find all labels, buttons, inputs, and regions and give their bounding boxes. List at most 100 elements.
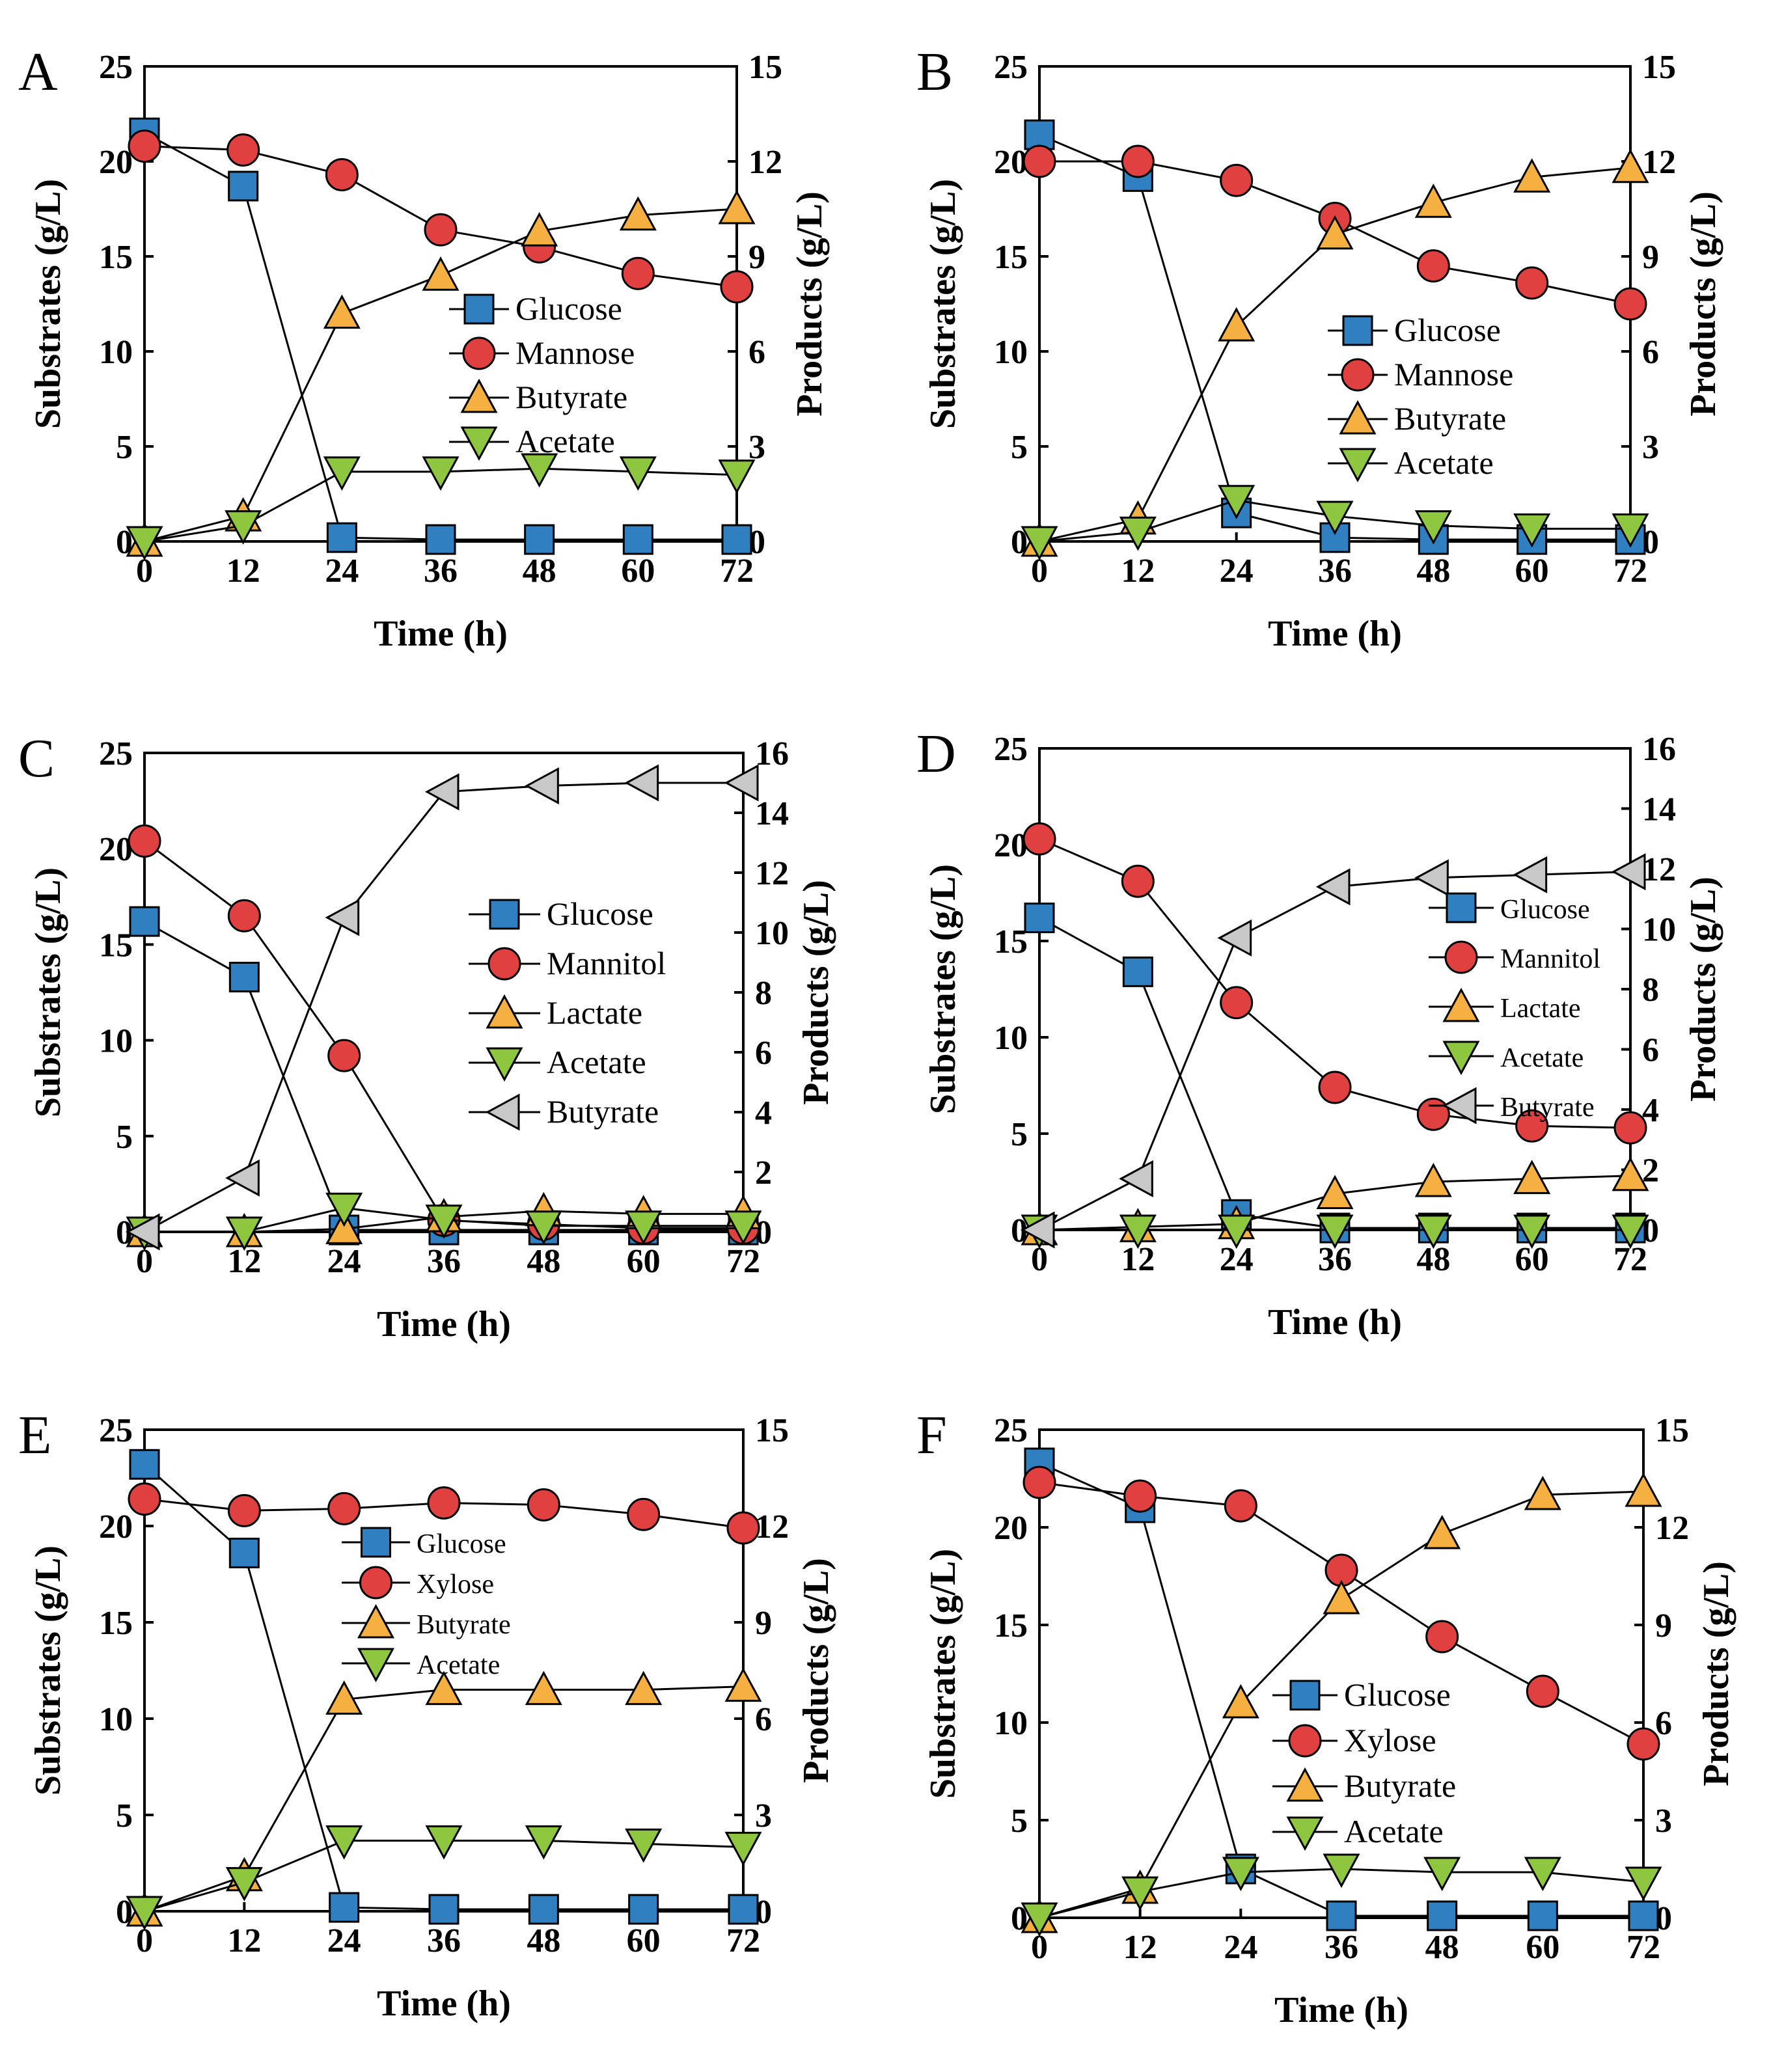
legend: Glucose Xylose Butyrate Acetate bbox=[1272, 1676, 1456, 1851]
triangle-down-marker-icon bbox=[225, 1867, 263, 1902]
circle-marker-icon bbox=[227, 899, 261, 933]
y2-tick-label: 9 bbox=[1642, 239, 1659, 276]
legend-label: Glucose bbox=[417, 1529, 506, 1559]
series-acetate bbox=[1021, 485, 1649, 561]
x-tick-label: 60 bbox=[1526, 1929, 1559, 1966]
x-tick-label: 48 bbox=[527, 1243, 560, 1280]
y-tick-label: 25 bbox=[99, 735, 133, 772]
y2-tick-label: 9 bbox=[1655, 1607, 1672, 1644]
y2-tick-label: 8 bbox=[1642, 972, 1659, 1009]
circle-marker-icon bbox=[325, 157, 359, 191]
y-tick-label: 5 bbox=[1011, 1116, 1028, 1153]
y2-axis-label: Products (g/L) bbox=[1696, 1561, 1736, 1786]
y-tick-label: 25 bbox=[994, 49, 1028, 86]
x-tick-label: 24 bbox=[327, 1243, 361, 1280]
triangle-down-marker-icon bbox=[525, 1825, 562, 1860]
square-marker-icon bbox=[463, 293, 495, 325]
triangle-down-marker-icon bbox=[1625, 1866, 1662, 1902]
triangle-left-marker-icon bbox=[485, 1093, 520, 1131]
y-tick-label: 10 bbox=[994, 1705, 1028, 1742]
legend: Glucose Mannose Butyrate Acetate bbox=[1328, 312, 1513, 483]
y2-tick-label: 16 bbox=[755, 735, 789, 772]
legend-label: Mannose bbox=[1394, 356, 1513, 392]
circle-marker-icon bbox=[1318, 1070, 1352, 1104]
square-marker-icon bbox=[228, 1537, 260, 1568]
legend-item-butyrate: Butyrate bbox=[1429, 1087, 1595, 1125]
legend-item-acetate: Acetate bbox=[342, 1648, 500, 1683]
circle-marker-icon bbox=[1123, 1479, 1157, 1513]
x-tick-label: 60 bbox=[627, 1922, 661, 1959]
series-butyrate bbox=[1020, 853, 1646, 1249]
triangle-down-marker-icon bbox=[525, 1210, 562, 1245]
y-tick-label: 25 bbox=[99, 1412, 133, 1449]
triangle-down-marker-icon bbox=[1513, 513, 1551, 548]
y-axis-label: Substrates (g/L) bbox=[28, 179, 68, 429]
triangle-left-marker-icon bbox=[1414, 859, 1449, 897]
circle-marker-icon bbox=[1220, 986, 1254, 1020]
y-tick-label: 25 bbox=[99, 49, 133, 86]
legend-label: Glucose bbox=[1394, 312, 1501, 348]
triangle-up-marker-icon bbox=[1625, 1472, 1662, 1507]
circle-marker-icon bbox=[427, 1486, 461, 1520]
legend-label: Glucose bbox=[515, 290, 622, 327]
legend-item-mannose: Mannose bbox=[1328, 356, 1513, 392]
triangle-down-marker-icon bbox=[1414, 1214, 1452, 1249]
y2-tick-label: 10 bbox=[1642, 912, 1676, 949]
square-marker-icon bbox=[129, 1449, 160, 1480]
circle-marker-icon bbox=[462, 336, 496, 370]
x-tick-label: 36 bbox=[1318, 552, 1352, 590]
square-marker-icon bbox=[361, 1527, 391, 1558]
y2-tick-label: 2 bbox=[755, 1154, 772, 1192]
y-tick-label: 20 bbox=[99, 1508, 133, 1546]
triangle-left-marker-icon bbox=[624, 764, 659, 802]
circle-marker-icon bbox=[1121, 864, 1155, 898]
y2-tick-label: 6 bbox=[755, 1701, 772, 1738]
y2-tick-label: 15 bbox=[1655, 1412, 1689, 1449]
triangle-down-marker-icon bbox=[126, 526, 163, 561]
triangle-down-marker-icon bbox=[1218, 485, 1256, 519]
circle-marker-icon bbox=[327, 1492, 361, 1525]
x-tick-label: 36 bbox=[424, 552, 458, 590]
y2-tick-label: 14 bbox=[1642, 791, 1676, 828]
legend-label: Acetate bbox=[1344, 1813, 1444, 1849]
y2-axis-label: Products (g/L) bbox=[1683, 877, 1723, 1102]
legend-label: Butyrate bbox=[1394, 400, 1506, 437]
legend-item-glucose: Glucose bbox=[449, 290, 622, 327]
circle-marker-icon bbox=[627, 1497, 661, 1531]
y2-tick-label: 4 bbox=[755, 1095, 772, 1132]
series-butyrate bbox=[126, 1667, 762, 1927]
series-acetate bbox=[126, 1825, 762, 1931]
square-marker-icon bbox=[329, 1892, 360, 1923]
circle-marker-icon bbox=[1121, 144, 1155, 178]
triangle-down-marker-icon bbox=[1339, 448, 1377, 483]
legend: Glucose Mannitol Lactate Acetate Butyrate bbox=[1429, 892, 1600, 1125]
legend-item-acetate: Acetate bbox=[1272, 1813, 1444, 1851]
circle-marker-icon bbox=[1613, 1111, 1647, 1145]
y-tick-label: 10 bbox=[99, 334, 133, 371]
y2-tick-label: 6 bbox=[1642, 334, 1659, 371]
series-glucose bbox=[1024, 119, 1646, 555]
triangle-down-marker-icon bbox=[425, 1825, 463, 1860]
triangle-left-marker-icon bbox=[1315, 868, 1351, 906]
circle-marker-icon bbox=[1288, 1724, 1322, 1758]
legend-item-glucose: Glucose bbox=[1328, 312, 1501, 348]
triangle-down-marker-icon bbox=[1316, 1214, 1354, 1249]
triangle-left-marker-icon bbox=[424, 773, 460, 811]
triangle-down-marker-icon bbox=[1612, 1214, 1649, 1249]
x-tick-label: 48 bbox=[1416, 552, 1450, 590]
legend-item-mannitol: Mannitol bbox=[469, 945, 666, 981]
circle-marker-icon bbox=[1444, 940, 1478, 974]
y2-tick-label: 12 bbox=[1655, 1510, 1689, 1547]
x-axis-label: Time (h) bbox=[377, 1304, 511, 1344]
legend: Glucose Xylose Butyrate Acetate bbox=[342, 1527, 511, 1683]
legend: Glucose Mannitol Lactate Acetate Butyrate bbox=[469, 895, 666, 1131]
circle-marker-icon bbox=[1526, 1674, 1559, 1708]
legend-item-glucose: Glucose bbox=[1429, 892, 1590, 925]
circle-marker-icon bbox=[424, 213, 458, 247]
panel-letter: B bbox=[916, 42, 953, 102]
y2-tick-label: 12 bbox=[755, 1508, 789, 1546]
triangle-up-marker-icon bbox=[625, 1670, 663, 1706]
triangle-left-marker-icon bbox=[125, 1213, 160, 1251]
triangle-up-marker-icon bbox=[422, 256, 460, 291]
